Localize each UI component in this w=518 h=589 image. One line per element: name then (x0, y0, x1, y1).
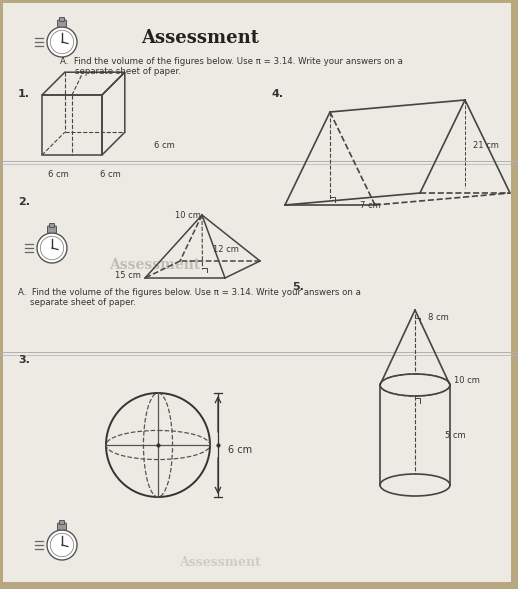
Text: 15 cm: 15 cm (115, 271, 141, 280)
Text: A.  Find the volume of the figures below. Use π = 3.14. Write your answers on a: A. Find the volume of the figures below.… (60, 57, 403, 66)
FancyBboxPatch shape (48, 226, 56, 233)
Text: 4.: 4. (272, 89, 284, 99)
Text: 2.: 2. (18, 197, 30, 207)
Text: 10 cm: 10 cm (454, 376, 480, 385)
Text: 1.: 1. (18, 89, 30, 99)
FancyBboxPatch shape (3, 3, 511, 582)
Circle shape (37, 233, 67, 263)
Text: Assessment: Assessment (179, 555, 261, 568)
Circle shape (47, 27, 77, 57)
Text: separate sheet of paper.: separate sheet of paper. (75, 67, 181, 76)
Text: 6 cm: 6 cm (154, 141, 175, 150)
Text: A.  Find the volume of the figures below. Use π = 3.14. Write your answers on a: A. Find the volume of the figures below.… (18, 288, 361, 297)
Text: 10 cm: 10 cm (175, 211, 201, 220)
Text: 6 cm: 6 cm (48, 170, 69, 179)
Text: separate sheet of paper.: separate sheet of paper. (30, 298, 136, 307)
Text: 3.: 3. (18, 355, 30, 365)
FancyBboxPatch shape (60, 18, 65, 22)
Text: 7 cm: 7 cm (360, 201, 381, 210)
Circle shape (47, 530, 77, 560)
FancyBboxPatch shape (57, 20, 66, 27)
Text: 5 cm: 5 cm (445, 431, 466, 440)
Text: Assessment: Assessment (141, 29, 259, 47)
Text: 21 cm: 21 cm (473, 141, 499, 150)
FancyBboxPatch shape (60, 521, 65, 524)
FancyBboxPatch shape (50, 223, 54, 227)
Text: 8 cm: 8 cm (428, 313, 449, 322)
Text: 12 cm: 12 cm (213, 245, 239, 254)
Text: 5.: 5. (292, 282, 304, 292)
Text: 6 cm: 6 cm (228, 445, 252, 455)
Text: Assessment: Assessment (109, 258, 200, 272)
FancyBboxPatch shape (57, 523, 66, 530)
Text: 6 cm: 6 cm (100, 170, 121, 179)
